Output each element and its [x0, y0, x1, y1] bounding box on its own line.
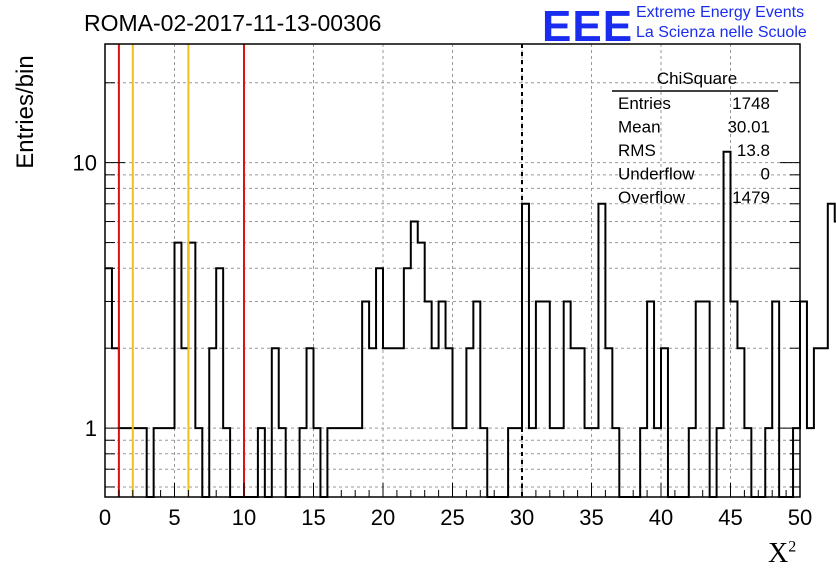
histogram-bin [439, 301, 446, 497]
histogram-bin [105, 268, 112, 497]
histogram-bin [376, 268, 383, 497]
x-tick-label: 40 [649, 505, 673, 530]
histogram-bin [807, 428, 814, 497]
stats-value: 0 [761, 165, 770, 184]
x-tick-label: 25 [440, 505, 464, 530]
histogram-bin [209, 348, 216, 497]
logo-subtitle-line2: La Scienza nelle Scuole [636, 24, 807, 41]
stats-value: 13.8 [737, 141, 770, 160]
y-tick-label: 10 [73, 151, 97, 176]
histogram-bin [112, 348, 119, 497]
histogram-bin [425, 301, 432, 497]
stats-label: Overflow [618, 188, 686, 207]
x-tick-label: 10 [232, 505, 256, 530]
histogram-bin [703, 301, 710, 497]
histogram-bin [432, 348, 439, 497]
histogram-bin [397, 348, 404, 497]
histogram-bin [731, 301, 738, 497]
stats-label: Underflow [618, 165, 695, 184]
plot-title: ROMA-02-2017-11-13-00306 [84, 10, 382, 36]
histogram-bin [821, 348, 828, 497]
x-tick-label: 15 [301, 505, 325, 530]
y-tick-label: 1 [85, 416, 97, 441]
histogram-bin [814, 348, 821, 497]
histogram-bin [446, 348, 453, 497]
histogram-bin [578, 348, 585, 497]
histogram-bin [272, 348, 279, 497]
stats-label: RMS [618, 141, 656, 160]
x-axis-label: X2 [768, 538, 796, 570]
x-axis-label-exponent: 2 [788, 538, 797, 556]
x-tick-label: 50 [788, 505, 812, 530]
eee-logo: EEE [542, 2, 634, 51]
stats-label: Mean [618, 118, 661, 137]
histogram-bin [362, 301, 369, 497]
histogram-bin [661, 348, 668, 497]
histogram-bin [571, 348, 578, 497]
x-tick-label: 35 [579, 505, 603, 530]
x-tick-label: 20 [371, 505, 395, 530]
logo-subtitle-line1: Extreme Energy Events [636, 4, 805, 21]
histogram-bin [800, 301, 807, 497]
histogram-bin [696, 301, 703, 497]
x-axis-label-base: X [768, 538, 789, 569]
histogram-bin [543, 301, 550, 497]
histogram-bin [536, 301, 543, 497]
histogram-bin [369, 348, 376, 497]
histogram-bin [466, 348, 473, 497]
stats-value: 30.01 [727, 118, 770, 137]
histogram-bin [181, 348, 188, 497]
histogram-bin [188, 243, 195, 497]
histogram-bin [737, 348, 744, 497]
stats-label: Entries [618, 94, 671, 113]
histogram-bin [647, 301, 654, 497]
histogram-bin [522, 204, 529, 497]
stats-value: 1479 [732, 188, 770, 207]
x-tick-label: 0 [99, 505, 111, 530]
histogram-bin [564, 301, 571, 497]
histogram-bin [216, 268, 223, 497]
histogram-outline [105, 150, 836, 498]
stats-value: 1748 [732, 94, 770, 113]
histogram-bin [605, 348, 612, 497]
histogram-bin [411, 222, 418, 497]
histogram-bin [473, 301, 480, 497]
x-tick-label: 30 [510, 505, 534, 530]
histogram-bin [828, 204, 835, 497]
histogram-bin [404, 268, 411, 497]
histogram-bin [390, 348, 397, 497]
histogram-bin [772, 301, 779, 497]
stats-title: ChiSquare [657, 69, 737, 88]
histogram-bin [598, 204, 605, 497]
histogram-bin [175, 243, 182, 497]
histogram-bin [418, 243, 425, 497]
histogram-bin [383, 348, 390, 497]
x-tick-label: 5 [168, 505, 180, 530]
x-tick-label: 45 [718, 505, 742, 530]
histogram-bin [307, 348, 314, 497]
